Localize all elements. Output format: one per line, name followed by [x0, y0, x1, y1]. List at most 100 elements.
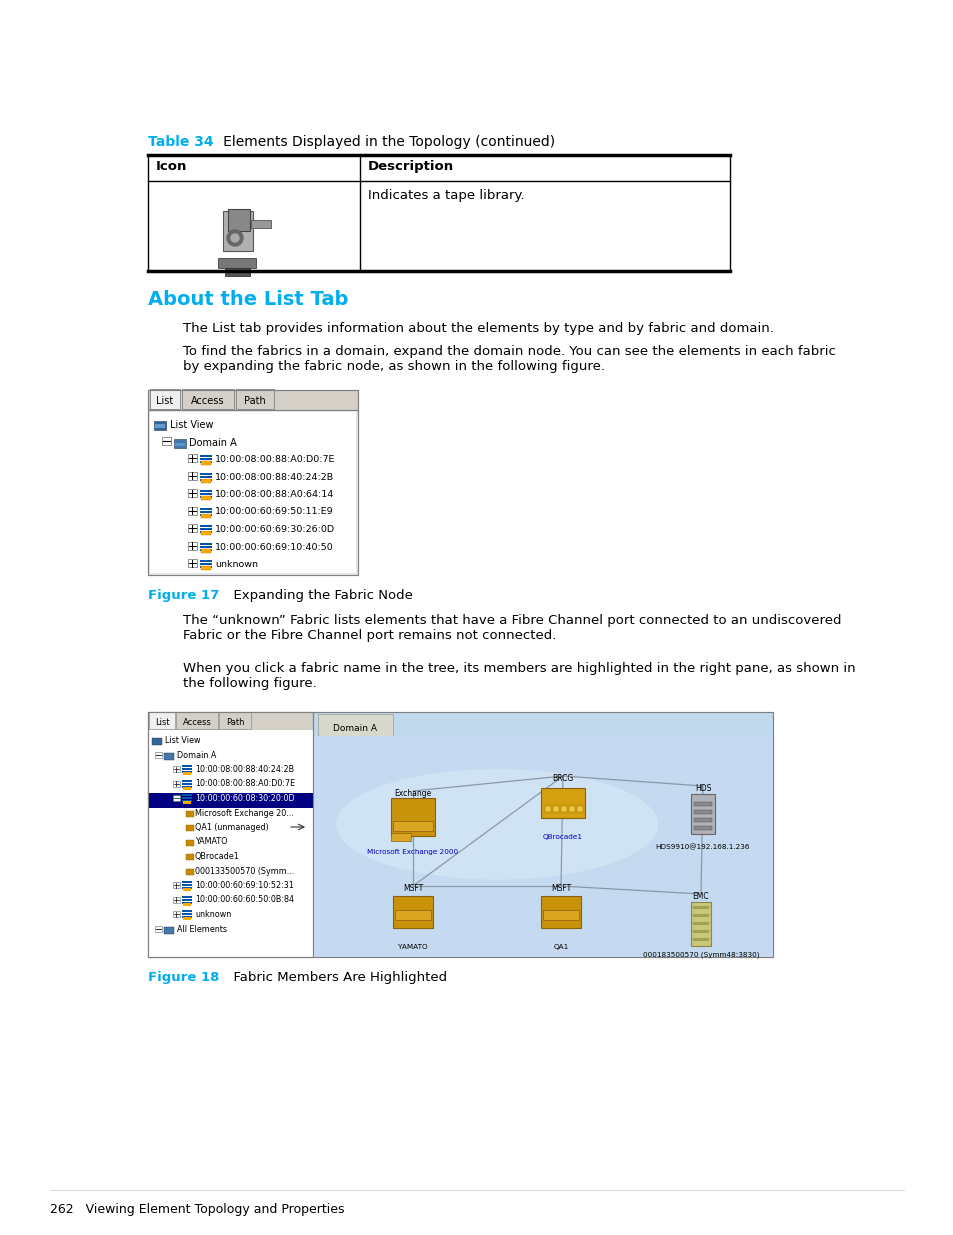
Bar [172, 781, 180, 787]
Bar [182, 771, 192, 773]
Bar [182, 884, 192, 885]
Circle shape [231, 233, 239, 242]
Bar [200, 529, 212, 530]
Text: 10:00:00:60:69:50:11:E9: 10:00:00:60:69:50:11:E9 [214, 508, 334, 516]
Text: Path: Path [226, 718, 244, 727]
Bar [690, 794, 714, 834]
Text: Exchange: Exchange [394, 789, 431, 798]
Text: The List tab provides information about the elements by type and by fabric and d: The List tab provides information about … [183, 322, 773, 335]
Bar [693, 818, 711, 823]
Text: 000183500570 (Symm48:3830): 000183500570 (Symm48:3830) [642, 952, 759, 958]
Bar [553, 806, 558, 811]
Bar [148, 390, 357, 410]
Text: Domain A: Domain A [333, 724, 376, 734]
Bar [693, 826, 711, 830]
Bar [560, 806, 566, 811]
Bar [148, 390, 357, 576]
Bar [153, 421, 166, 430]
Bar [182, 899, 192, 900]
Text: Elements Displayed in the Topology (continued): Elements Displayed in the Topology (cont… [210, 135, 555, 149]
Bar [148, 713, 313, 957]
Bar [182, 887, 192, 889]
Bar [200, 496, 212, 498]
Bar [154, 925, 162, 931]
Bar [154, 424, 165, 429]
Bar [200, 542, 212, 545]
Bar [313, 736, 772, 957]
Bar [201, 514, 211, 517]
Bar [148, 410, 357, 576]
Bar [200, 508, 212, 510]
Bar [395, 910, 431, 920]
Bar [188, 524, 196, 532]
Bar [183, 918, 191, 920]
Bar [188, 559, 196, 567]
Text: unknown: unknown [214, 559, 257, 569]
Text: List: List [156, 396, 173, 406]
Bar [186, 840, 193, 846]
Bar [182, 768, 192, 769]
Bar [148, 713, 313, 957]
Bar [200, 514, 212, 515]
Bar [223, 211, 253, 251]
Bar [186, 868, 193, 874]
Bar [201, 548, 211, 552]
Bar [188, 454, 196, 462]
Bar [228, 209, 250, 231]
Bar [542, 910, 578, 920]
Bar [692, 906, 708, 909]
Bar [200, 548, 212, 551]
Bar [200, 559, 212, 562]
Text: YAMATO: YAMATO [194, 837, 227, 846]
Text: 262   Viewing Element Topology and Properties: 262 Viewing Element Topology and Propert… [50, 1203, 344, 1216]
Text: List View: List View [170, 420, 213, 430]
Bar [200, 566, 212, 568]
Text: YAMATO: YAMATO [397, 944, 427, 950]
Bar [188, 506, 196, 515]
Bar [200, 458, 212, 459]
Bar [201, 478, 211, 483]
Bar [164, 752, 173, 760]
Bar [540, 897, 580, 927]
Bar [182, 794, 192, 797]
Text: To find the fabrics in a domain, expand the domain node. You can see the element: To find the fabrics in a domain, expand … [183, 345, 835, 373]
Text: Indicates a tape library.: Indicates a tape library. [368, 189, 524, 203]
Text: Access: Access [182, 718, 212, 727]
Bar [148, 730, 313, 957]
Text: MSFT: MSFT [402, 884, 423, 893]
Bar [692, 939, 708, 941]
Bar [175, 713, 218, 729]
Bar [200, 478, 212, 480]
Bar [183, 787, 191, 789]
Text: Description: Description [368, 161, 454, 173]
Bar [692, 930, 708, 932]
Bar [235, 389, 274, 409]
Bar [172, 911, 180, 918]
Bar [174, 442, 185, 446]
Bar [149, 713, 174, 729]
Bar [200, 525, 212, 527]
Bar [313, 713, 772, 957]
Bar [172, 795, 180, 802]
Text: List: List [154, 718, 169, 727]
Bar [148, 713, 772, 957]
Bar [172, 897, 180, 903]
Text: QA1: QA1 [553, 944, 568, 950]
Bar [162, 436, 171, 445]
Text: Icon: Icon [156, 161, 187, 173]
Bar [182, 881, 192, 883]
Bar [201, 566, 211, 571]
Bar [225, 268, 250, 275]
Bar [148, 793, 313, 808]
Bar [391, 798, 435, 836]
Bar [182, 913, 192, 915]
Bar [693, 802, 711, 806]
Text: EMC: EMC [692, 892, 709, 902]
Text: 10:00:00:60:69:10:52:31: 10:00:00:60:69:10:52:31 [194, 881, 294, 890]
Bar [148, 713, 313, 730]
Text: Microsoft Exchange 2000: Microsoft Exchange 2000 [367, 848, 458, 855]
Bar [182, 797, 192, 799]
Bar [186, 825, 193, 831]
Bar [200, 563, 212, 564]
Text: Path: Path [244, 396, 266, 406]
